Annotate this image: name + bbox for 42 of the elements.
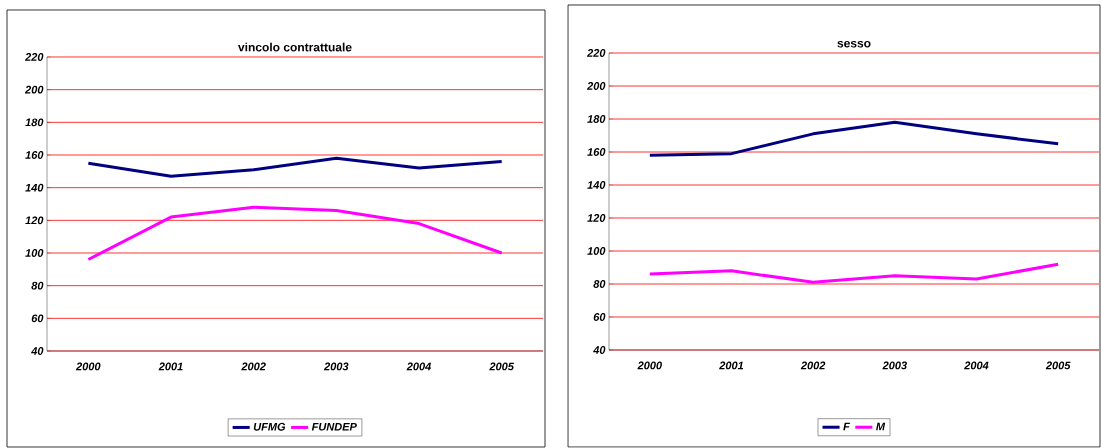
y-tick-label: 40: [31, 347, 44, 355]
x-tick-label: 2002: [800, 361, 826, 370]
x-tick-label: 2000: [75, 362, 101, 371]
line-series: [648, 262, 1060, 284]
y-tick-label: 40: [593, 346, 606, 354]
x-tick-label: 2004: [964, 361, 989, 370]
x-tick-label: 2004: [406, 362, 432, 371]
y-tick-label: 180: [25, 118, 44, 127]
y-tick-label: 80: [31, 281, 44, 290]
x-tick-label: 2005: [489, 362, 515, 371]
y-tick-label: 220: [24, 53, 44, 61]
y-tick-label: 80: [593, 280, 606, 288]
y-tick-label: 140: [587, 181, 606, 189]
y-tick-label: 220: [586, 49, 606, 57]
y-tick-label: 60: [31, 314, 44, 323]
y-tick-label: 60: [593, 313, 606, 321]
y-tick-label: 200: [586, 82, 606, 90]
legend-label: FUNDEP: [311, 422, 357, 431]
y-tick-label: 160: [587, 148, 606, 156]
line-series: [648, 120, 1060, 157]
line-series: [86, 205, 504, 262]
x-tick-label: 2001: [158, 362, 183, 371]
legend-label: M: [876, 422, 886, 431]
line-series: [86, 156, 504, 178]
x-tick-label: 2005: [1045, 361, 1071, 370]
chart-title: vincolo contrattuale: [238, 42, 352, 52]
legend-label: UFMG: [253, 422, 286, 431]
y-tick-label: 100: [587, 247, 606, 255]
x-tick-label: 2000: [637, 361, 662, 370]
x-tick-label: 2003: [323, 362, 349, 371]
y-tick-label: 120: [587, 214, 606, 222]
x-tick-label: 2002: [241, 362, 266, 371]
chart-title: sesso: [837, 40, 871, 48]
y-tick-label: 160: [25, 151, 44, 159]
y-tick-label: 180: [587, 115, 606, 123]
y-tick-label: 100: [25, 249, 44, 257]
y-tick-label: 200: [24, 85, 44, 94]
y-tick-label: 120: [25, 216, 44, 225]
legend-label: F: [843, 422, 851, 431]
y-tick-label: 140: [25, 183, 44, 192]
x-tick-label: 2001: [719, 361, 744, 370]
x-tick-label: 2003: [882, 361, 907, 370]
